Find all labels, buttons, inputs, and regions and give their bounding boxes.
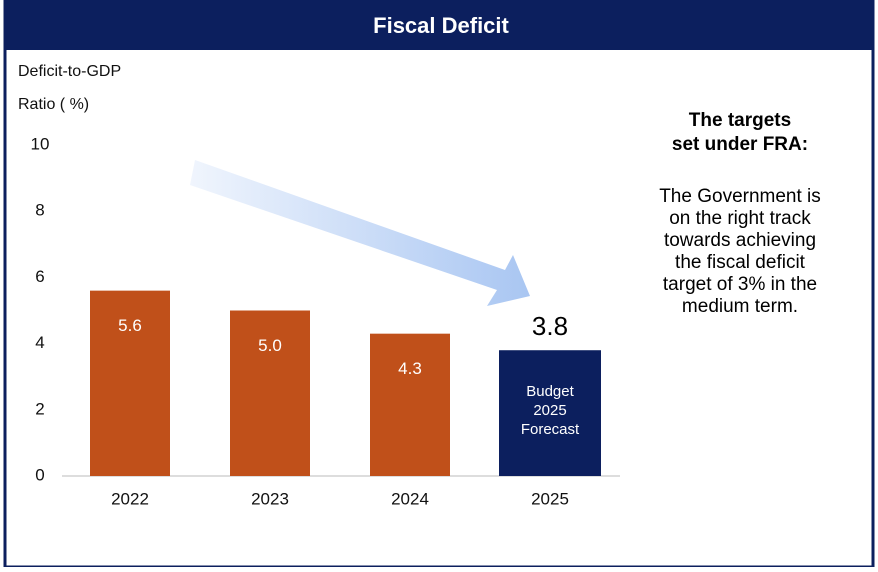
y-axis-label: Ratio ( %)	[18, 96, 89, 113]
x-tick-label: 2023	[251, 489, 289, 508]
bar-annotation: Budget	[526, 383, 574, 400]
y-tick-label: 2	[35, 399, 44, 418]
trend-arrow	[190, 160, 530, 306]
side-text: towards achieving	[664, 230, 816, 251]
side-text: medium term.	[682, 296, 798, 317]
x-tick-label: 2022	[111, 489, 149, 508]
bar	[230, 310, 310, 476]
value-label: 4.3	[398, 359, 422, 378]
x-tick-label: 2025	[531, 489, 569, 508]
side-text: target of 3% in the	[663, 274, 817, 295]
side-heading: The targets	[689, 110, 791, 131]
side-text: The Government is	[659, 186, 821, 207]
side-text: on the right track	[669, 208, 811, 229]
y-tick-label: 4	[35, 333, 44, 352]
bar-annotation: 2025	[533, 402, 566, 419]
y-tick-label: 6	[35, 267, 44, 286]
header	[5, 0, 873, 50]
y-tick-label: 0	[35, 465, 44, 484]
chart-title: Fiscal Deficit	[373, 13, 509, 38]
y-tick-label: 10	[31, 134, 50, 153]
bar	[499, 350, 601, 476]
side-heading: set under FRA:	[672, 134, 808, 155]
x-tick-label: 2024	[391, 489, 429, 508]
value-label: 5.6	[118, 316, 142, 335]
side-text: the fiscal deficit	[675, 252, 806, 273]
value-label: 3.8	[532, 311, 568, 341]
y-axis-label: Deficit-to-GDP	[18, 63, 121, 80]
bar	[370, 333, 450, 476]
value-label: 5.0	[258, 336, 282, 355]
bar	[90, 290, 170, 476]
y-tick-label: 8	[35, 201, 44, 220]
bar-annotation: Forecast	[521, 421, 580, 438]
